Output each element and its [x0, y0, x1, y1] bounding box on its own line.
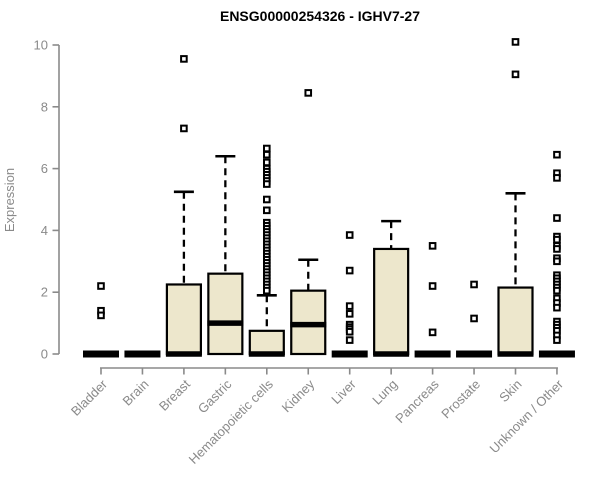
outlier-point [553, 235, 561, 244]
outlier-point [553, 303, 561, 312]
x-category-label: Breast [156, 376, 193, 413]
y-tick-label: 2 [41, 285, 48, 300]
outlier-point [428, 242, 437, 250]
box-plot-hematopoietic-cells [248, 144, 285, 357]
outlier-point [180, 124, 188, 133]
outlier-point [345, 327, 354, 336]
y-tick-label: 8 [41, 99, 48, 114]
box-plot-gastric [207, 154, 244, 356]
outlier-point [97, 311, 105, 320]
outlier-point [511, 70, 520, 79]
box-plot-breast [165, 55, 202, 357]
box-rect [207, 272, 244, 356]
chart-title: ENSG00000254326 - IGHV7-27 [220, 8, 420, 24]
outlier-point [97, 282, 105, 290]
box-rect [497, 286, 534, 356]
outlier-point [263, 158, 271, 167]
outlier-point [511, 38, 520, 46]
outlier-point [553, 174, 561, 182]
box-plot-brain [124, 350, 161, 358]
outlier-point [345, 336, 354, 344]
outlier-point [263, 144, 271, 153]
outlier-point [263, 150, 271, 159]
y-tick-label: 0 [41, 347, 48, 362]
boxes-group [83, 38, 575, 358]
outlier-point [553, 214, 561, 222]
outlier-point [553, 245, 561, 253]
y-tick-label: 6 [41, 161, 48, 176]
y-tick-label: 4 [41, 223, 48, 238]
x-category-label: Prostate [438, 377, 483, 422]
collapsed-box-bar [83, 350, 119, 358]
outlier-point [263, 206, 271, 215]
outlier-point [428, 282, 437, 290]
x-category-label: Unknown / Other [486, 376, 566, 456]
collapsed-box-bar [124, 350, 161, 358]
outlier-point [345, 231, 354, 239]
x-category-label: Gastric [195, 376, 235, 416]
x-category-label: Bladder [68, 376, 111, 419]
box-plot-liver [331, 231, 368, 358]
outlier-point [470, 280, 478, 289]
outlier-point [553, 150, 561, 159]
box-rect [165, 283, 202, 356]
outlier-point [553, 257, 561, 266]
collapsed-box-bar [414, 350, 451, 358]
outlier-point [345, 266, 354, 275]
y-axis-label: Expression [2, 168, 17, 232]
box-plot-skin [497, 38, 534, 357]
outlier-point [263, 195, 271, 204]
box-plot-prostate [456, 280, 493, 358]
outlier-point [304, 89, 313, 97]
box-plot-kidney [290, 89, 327, 356]
outlier-point [345, 302, 354, 310]
outlier-point [345, 310, 354, 318]
box-plot-bladder [83, 282, 119, 358]
outlier-point [470, 314, 478, 323]
x-category-label: Liver [328, 376, 359, 407]
box-plot-unknown-other [538, 150, 575, 358]
y-tick-label: 10 [34, 38, 48, 53]
box-rect [248, 329, 285, 356]
outlier-point [263, 286, 271, 295]
collapsed-box-bar [538, 350, 575, 358]
x-category-label: Kidney [279, 376, 318, 415]
outlier-point [553, 286, 561, 295]
outlier-point [263, 180, 271, 188]
x-category-label: Pancreas [392, 376, 442, 426]
outlier-point [428, 328, 437, 337]
outlier-point [180, 55, 188, 63]
collapsed-box-bar [456, 350, 493, 358]
box-rect [373, 247, 410, 356]
box-plot-lung [373, 219, 410, 357]
outlier-point [553, 336, 561, 344]
x-category-label: Brain [119, 377, 151, 409]
x-category-label: Skin [496, 377, 524, 405]
x-category-label: Lung [369, 377, 400, 408]
collapsed-box-bar [331, 350, 368, 358]
box-plot-pancreas [414, 242, 451, 358]
